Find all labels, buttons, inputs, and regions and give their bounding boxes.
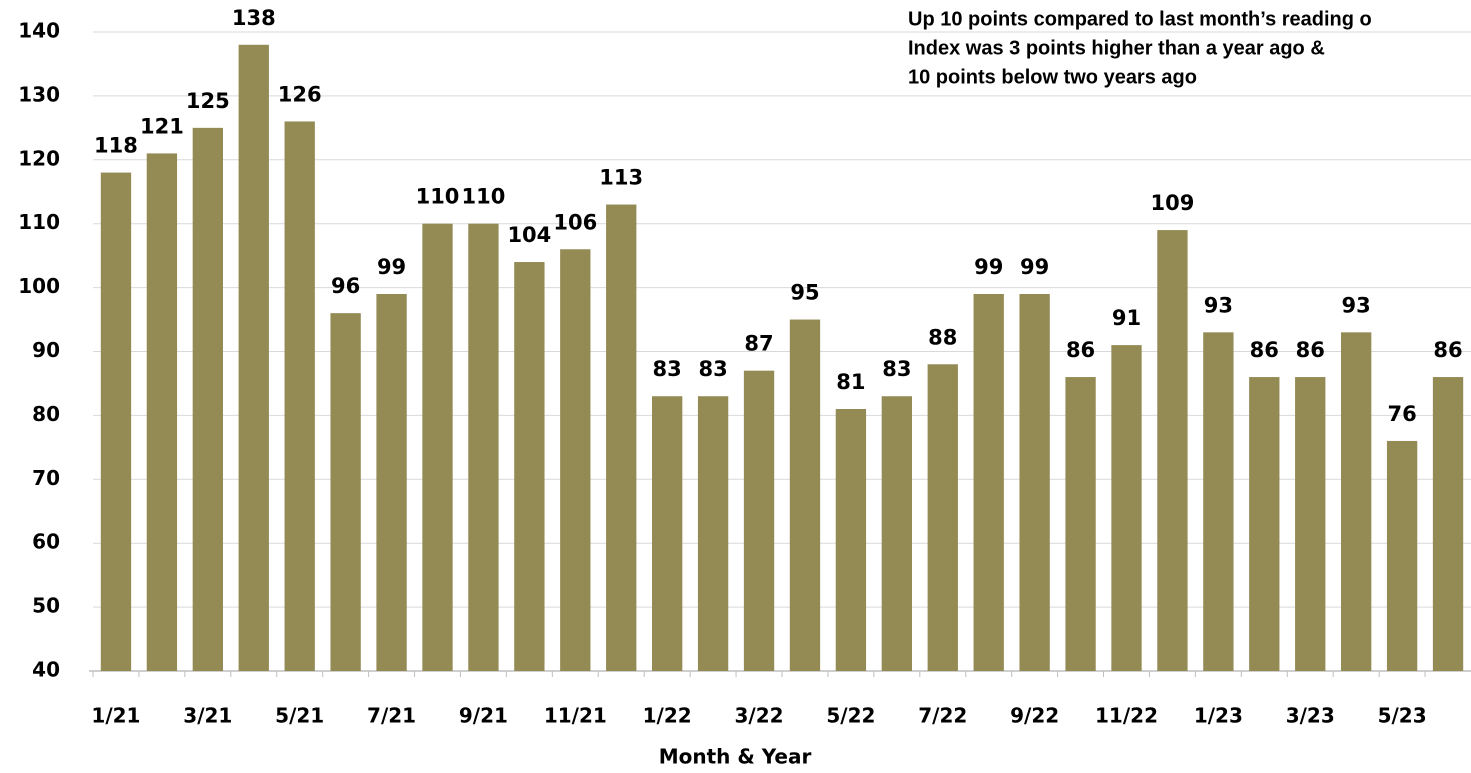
data-label: 93 xyxy=(1342,293,1371,317)
data-label: 81 xyxy=(836,370,865,394)
x-tick-label: 3/23 xyxy=(1286,704,1335,728)
data-label: 93 xyxy=(1204,293,1233,317)
data-label: 121 xyxy=(140,114,184,138)
bar xyxy=(973,293,1004,671)
bar xyxy=(560,249,591,671)
bar xyxy=(1295,377,1326,671)
x-tick-label: 11/21 xyxy=(544,704,607,728)
x-tick-label: 7/22 xyxy=(918,704,967,728)
bar xyxy=(1203,332,1234,671)
data-label: 125 xyxy=(186,89,230,113)
data-label: 86 xyxy=(1250,338,1279,362)
bar xyxy=(652,396,683,671)
bar xyxy=(1386,440,1418,671)
data-label: 96 xyxy=(331,274,360,298)
bar xyxy=(881,396,912,671)
data-label: 83 xyxy=(698,357,727,381)
data-label: 126 xyxy=(278,82,322,106)
bar xyxy=(376,293,407,671)
annotation: Up 10 points compared to last month’s re… xyxy=(908,8,1372,30)
bar xyxy=(1249,377,1280,671)
bar xyxy=(422,223,453,671)
bar xyxy=(238,44,269,671)
data-label: 88 xyxy=(928,325,957,349)
y-tick-label: 130 xyxy=(18,82,60,106)
bar xyxy=(789,319,821,671)
bar xyxy=(1432,377,1464,671)
data-label: 99 xyxy=(1020,255,1049,279)
x-tick-label: 1/22 xyxy=(643,704,692,728)
y-tick-label: 140 xyxy=(18,19,60,43)
data-label: 83 xyxy=(882,357,911,381)
bar xyxy=(1111,345,1142,671)
bar xyxy=(606,204,637,671)
y-tick-label: 100 xyxy=(18,274,60,298)
bar xyxy=(1065,377,1096,671)
bar xyxy=(697,396,729,671)
x-tick-label: 7/21 xyxy=(367,704,416,728)
data-label: 110 xyxy=(462,185,506,209)
x-tick-label: 5/22 xyxy=(826,704,875,728)
data-label: 86 xyxy=(1433,338,1462,362)
data-label: 95 xyxy=(790,281,819,305)
data-label: 104 xyxy=(507,223,551,247)
bar xyxy=(835,409,867,671)
x-tick-label: 1/21 xyxy=(91,704,140,728)
data-label: 76 xyxy=(1387,402,1416,426)
annotation: 10 points below two years ago xyxy=(908,66,1197,88)
data-label: 106 xyxy=(553,210,597,234)
data-label: 110 xyxy=(416,185,460,209)
bar xyxy=(927,364,958,671)
bar xyxy=(100,172,132,671)
x-tick-label: 3/21 xyxy=(183,704,232,728)
data-label: 109 xyxy=(1151,191,1195,215)
data-label: 91 xyxy=(1112,306,1141,330)
y-tick-label: 110 xyxy=(18,210,60,234)
bar xyxy=(1157,230,1188,671)
bar xyxy=(192,127,223,672)
y-tick-label: 70 xyxy=(32,466,60,490)
y-tick-label: 40 xyxy=(32,658,60,682)
annotation: Index was 3 points higher than a year ag… xyxy=(908,37,1325,59)
y-tick-label: 90 xyxy=(32,338,60,362)
data-label: 113 xyxy=(599,166,643,190)
x-tick-label: 9/22 xyxy=(1010,704,1059,728)
bar xyxy=(330,313,361,671)
x-tick-label: 5/23 xyxy=(1378,704,1427,728)
data-label: 83 xyxy=(653,357,682,381)
data-label: 138 xyxy=(232,6,276,30)
data-label: 86 xyxy=(1066,338,1095,362)
bar xyxy=(1019,293,1050,671)
bar xyxy=(146,153,178,671)
data-label: 118 xyxy=(94,134,138,158)
data-label: 86 xyxy=(1296,338,1325,362)
bar xyxy=(1341,332,1372,671)
x-tick-label: 1/23 xyxy=(1194,704,1243,728)
bar xyxy=(468,223,499,671)
y-tick-label: 120 xyxy=(18,146,60,170)
data-label: 87 xyxy=(744,332,773,356)
x-tick-label: 3/22 xyxy=(735,704,784,728)
bar xyxy=(514,262,545,671)
y-tick-label: 60 xyxy=(32,530,60,554)
data-label: 99 xyxy=(974,255,1003,279)
data-label: 99 xyxy=(377,255,406,279)
bar xyxy=(743,370,775,671)
bar xyxy=(284,121,315,671)
x-tick-label: 11/22 xyxy=(1095,704,1158,728)
x-axis-label: Month & Year xyxy=(659,745,812,769)
y-tick-label: 80 xyxy=(32,402,60,426)
x-tick-label: 5/21 xyxy=(275,704,324,728)
x-tick-label: 9/21 xyxy=(459,704,508,728)
y-tick-label: 50 xyxy=(32,594,60,618)
